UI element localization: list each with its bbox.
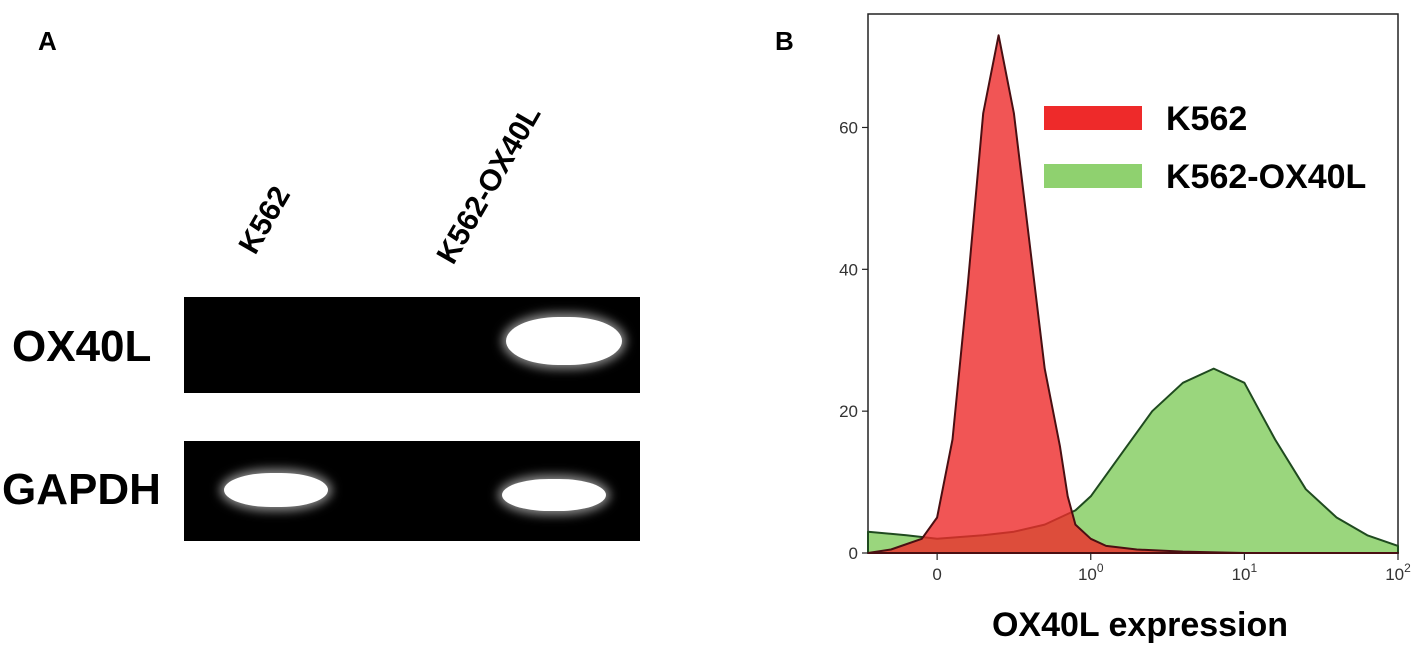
gel-band-gapdh-k562 [224, 473, 328, 507]
legend-swatch-k562 [1044, 106, 1142, 130]
panel-a-letter: A [38, 26, 57, 56]
x-tick-exponent: 2 [1404, 561, 1411, 575]
gel-image-gapdh [184, 441, 640, 541]
x-tick-label: 0 [932, 565, 941, 584]
row-label-ox40l: OX40L [12, 322, 152, 371]
legend-swatch-k562-ox40l [1044, 164, 1142, 188]
gel-band-gapdh-k562-ox40l [502, 479, 606, 511]
gel-band-ox40l-k562-ox40l [506, 317, 622, 365]
y-tick-label: 20 [839, 402, 858, 421]
x-axis-label: OX40L expression [992, 606, 1288, 644]
x-tick-exponent: 1 [1250, 561, 1257, 575]
panel-b-letter: B [775, 26, 794, 56]
gel-image-ox40l [184, 297, 640, 393]
y-tick-label: 60 [839, 118, 858, 137]
y-tick-label: 40 [839, 260, 858, 279]
plot-area: 02040600100101102103K562K562-OX40L [839, 13, 1411, 584]
y-tick-label: 0 [849, 544, 858, 563]
x-tick-exponent: 0 [1097, 561, 1104, 575]
series-area-k562 [867, 34, 1399, 554]
row-label-gapdh: GAPDH [2, 465, 161, 514]
x-tick-label: 101 [1232, 561, 1258, 584]
x-tick-label: 100 [1078, 561, 1104, 584]
legend-label-k562-ox40l: K562-OX40L [1166, 158, 1366, 196]
x-axis-label-group: OX40L expression [992, 606, 1288, 644]
x-tick-label: 102 [1385, 561, 1411, 584]
legend-label-k562: K562 [1166, 100, 1247, 138]
